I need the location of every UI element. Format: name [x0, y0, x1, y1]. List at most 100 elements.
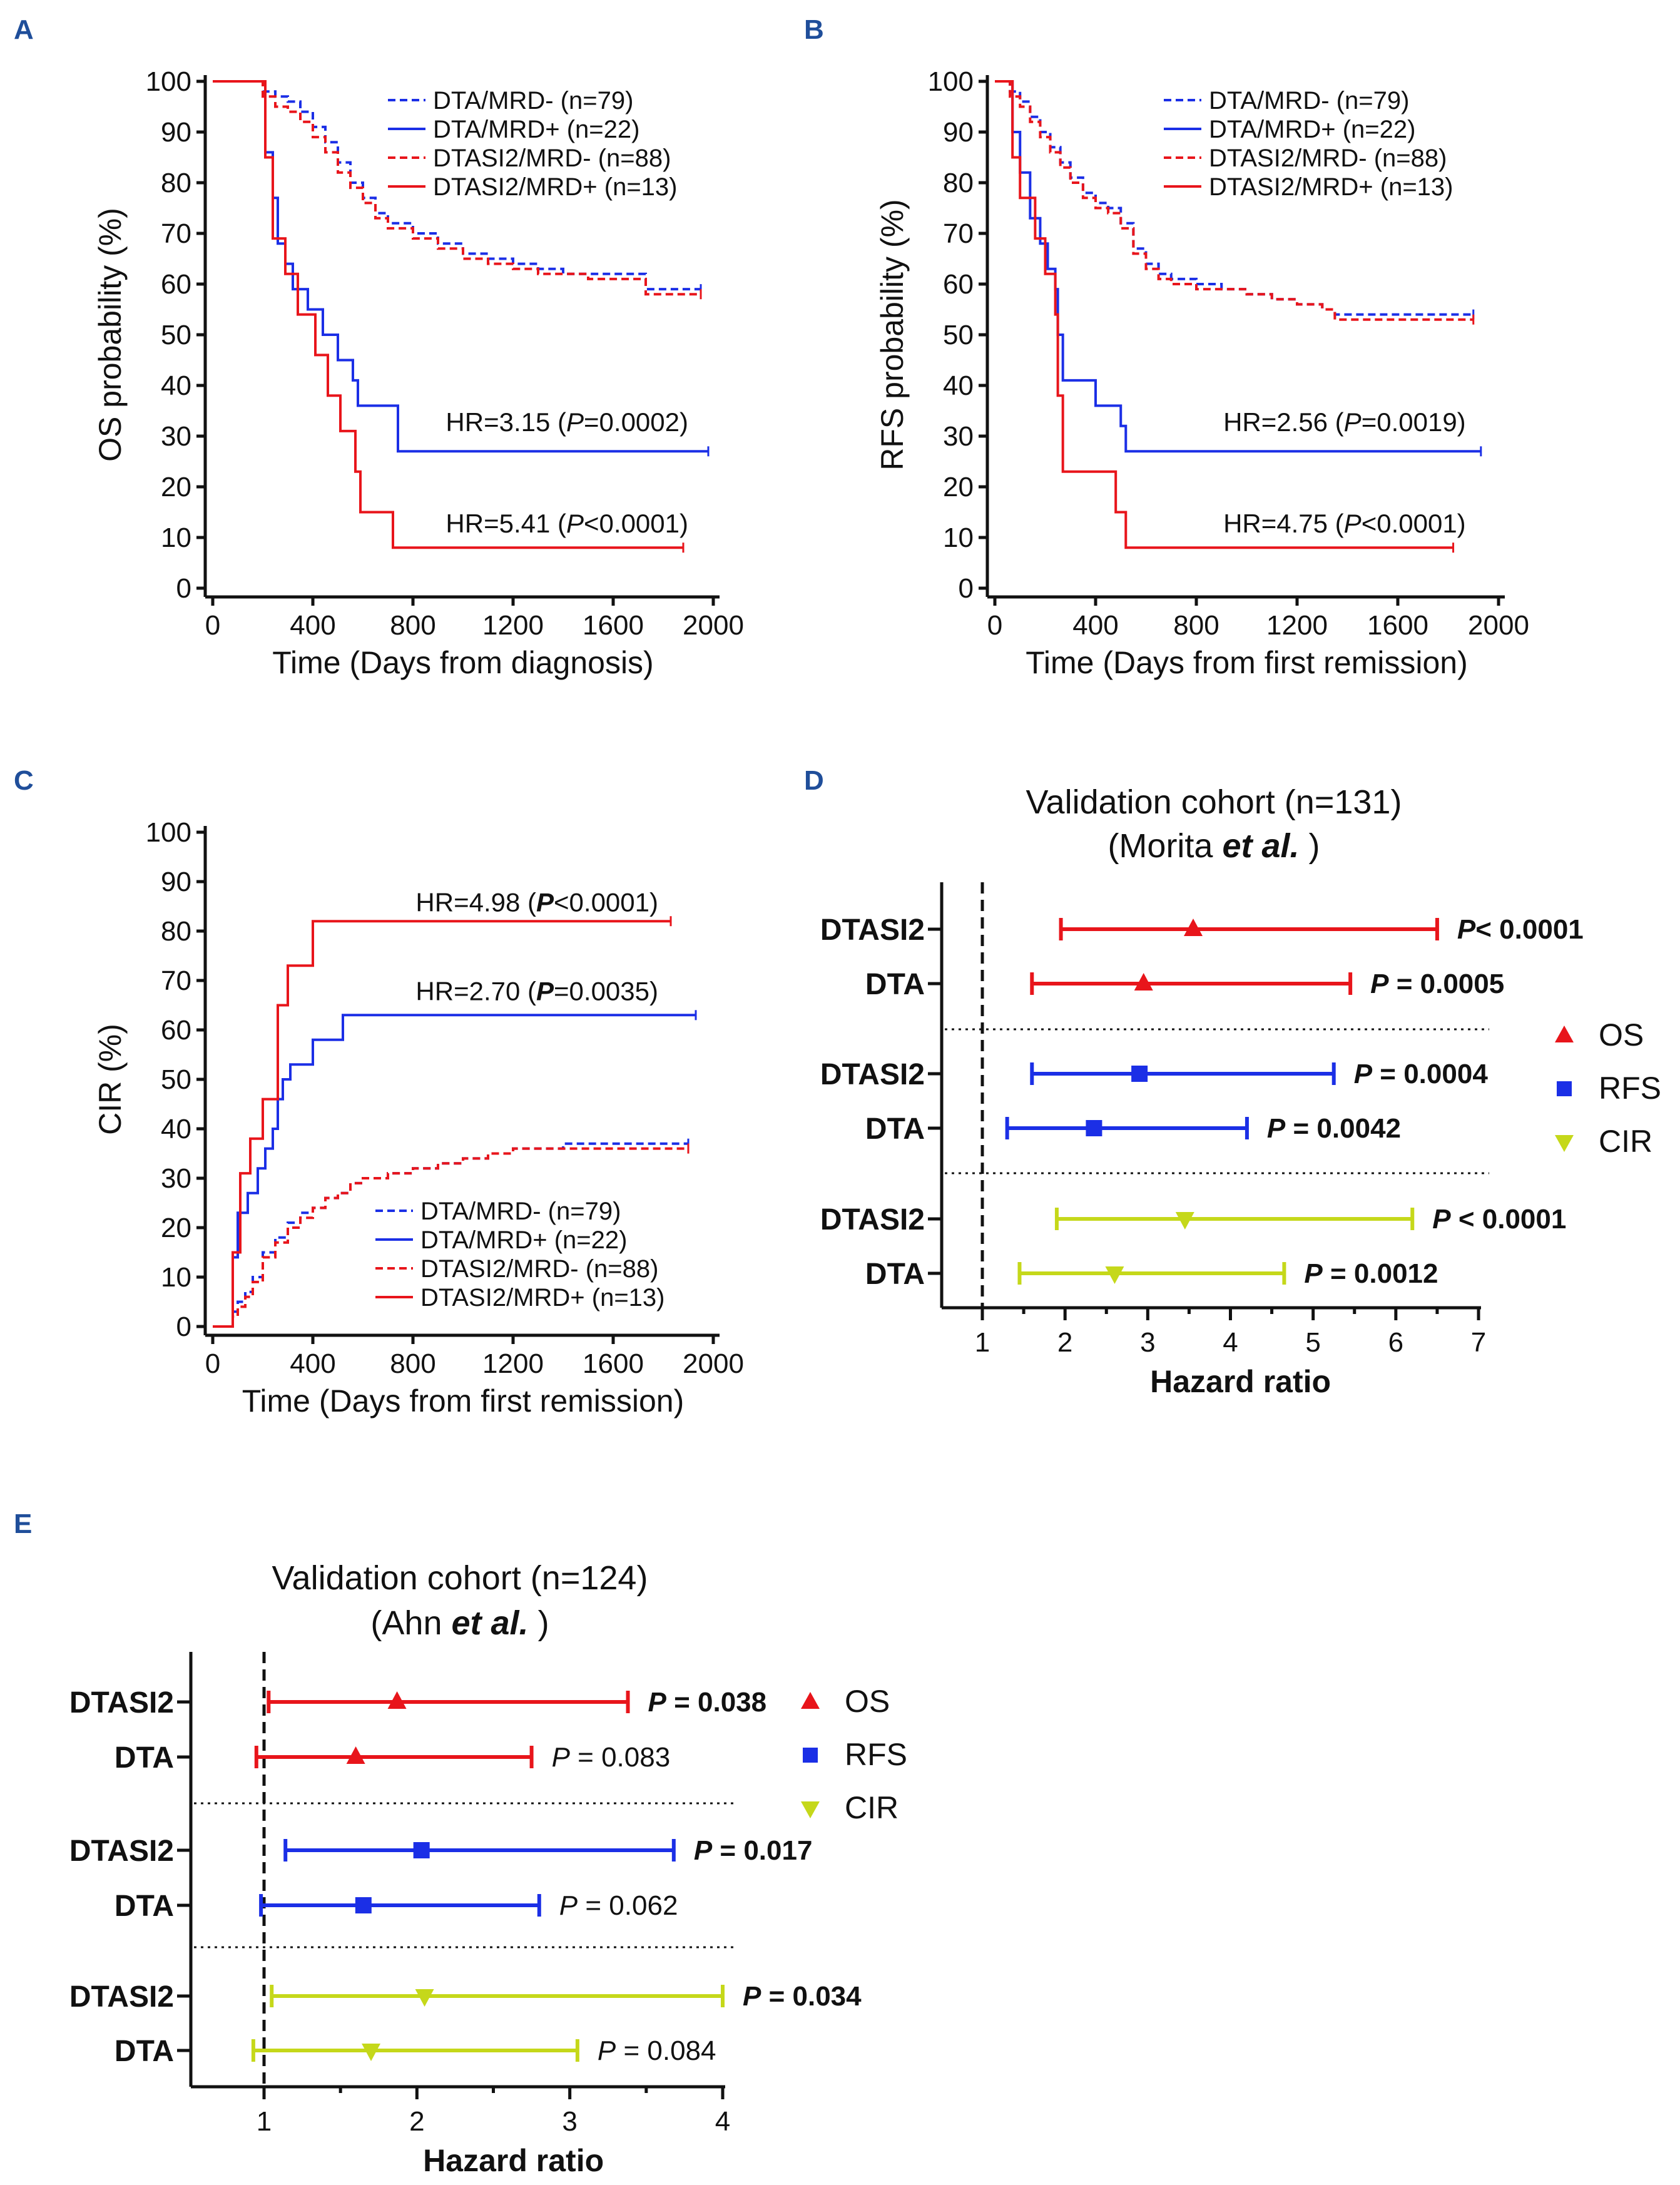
legend-marker-triangle-down: [1555, 1135, 1574, 1152]
hazard-ratio-annotation: HR=2.56 (P=0.0019): [1223, 407, 1466, 437]
hr-text: =0.0002): [584, 407, 688, 437]
p-value: P = 0.017: [694, 1835, 813, 1866]
chart-legend: DTA/MRD- (n=79)DTA/MRD+ (n=22)DTASI2/MRD…: [1164, 87, 1453, 201]
p-value-text: = 0.034: [761, 1981, 862, 2012]
hr-text: =0.0019): [1362, 407, 1466, 437]
y-tick-label: 70: [943, 218, 974, 249]
x-tick-label: 0: [205, 610, 220, 641]
forest-subtitle: (Morita et al. ): [1107, 827, 1320, 865]
subtitle-text: ): [529, 1604, 549, 1642]
p-value: P = 0.038: [648, 1687, 767, 1718]
row-label: DTASI2: [820, 914, 925, 947]
row-label: DTASI2: [820, 1203, 925, 1236]
y-tick-label: 20: [161, 1213, 191, 1243]
p-symbol: P: [559, 1890, 578, 1921]
p-value-text: = 0.0005: [1389, 969, 1505, 999]
subtitle-text: ): [1300, 827, 1320, 865]
p-value-text: = 0.0042: [1285, 1113, 1401, 1144]
legend-label: DTASI2/MRD+ (n=13): [420, 1284, 665, 1312]
panel-label-b: B: [804, 14, 824, 45]
p-symbol: P: [1354, 1059, 1373, 1089]
p-value-text: = 0.0012: [1323, 1258, 1438, 1289]
forest-plot-morita: Validation cohort (n=131) (Morita et al. …: [820, 783, 1661, 1399]
x-tick-label: 4: [715, 2106, 730, 2137]
y-tick-label: 10: [161, 1262, 191, 1293]
forest-legend: OS RFS CIR: [801, 1684, 907, 1825]
row-label: DTASI2: [820, 1058, 925, 1091]
y-tick-label: 80: [161, 168, 191, 198]
survival-curve-dashed: [213, 80, 701, 296]
y-tick-label: 40: [161, 370, 191, 401]
x-axis-label: Hazard ratio: [423, 2143, 604, 2178]
y-tick-label: 60: [161, 269, 191, 300]
legend-label: DTA/MRD- (n=79): [420, 1198, 621, 1225]
km-chart-os: 0 10 20 30 40 50 60 70 80 90 100 0 400 800 1200 1600 200…: [93, 66, 744, 680]
x-axis-label: Time (Days from first remission): [1026, 645, 1468, 680]
y-tick-label: 100: [928, 66, 974, 97]
y-tick-label: 10: [161, 522, 191, 553]
p-symbol: P: [566, 407, 584, 437]
chart-legend: DTA/MRD- (n=79)DTA/MRD+ (n=22)DTASI2/MRD…: [375, 1198, 665, 1312]
legend-label: DTA/MRD- (n=79): [1209, 87, 1409, 115]
p-value-text: < 0.0001: [1475, 914, 1584, 945]
p-value-text: = 0.0004: [1372, 1059, 1488, 1089]
y-tick-label: 90: [943, 117, 974, 148]
y-tick-label: 30: [161, 421, 191, 452]
y-tick-label: 30: [943, 421, 974, 452]
x-tick-label: 3: [1140, 1327, 1155, 1358]
legend-label: OS: [1599, 1017, 1644, 1052]
subtitle-italic: et al.: [1222, 827, 1299, 865]
row-label: DTASI2: [69, 1686, 174, 1719]
hazard-ratio-marker: [387, 1691, 407, 1709]
row-label: DTA: [865, 1258, 925, 1291]
p-value-text: = 0.038: [666, 1687, 766, 1718]
p-symbol: P: [552, 1742, 571, 1773]
legend-marker-triangle-down: [801, 1801, 820, 1818]
hr-text: HR=5.41 (: [445, 509, 566, 538]
p-symbol: P: [1432, 1204, 1451, 1235]
p-value-text: = 0.062: [578, 1890, 678, 1921]
subtitle-text: (Morita: [1107, 827, 1222, 865]
p-value: P = 0.083: [552, 1742, 671, 1773]
y-tick-label: 70: [161, 965, 191, 996]
legend-label: DTASI2/MRD- (n=88): [420, 1255, 658, 1283]
p-value: P = 0.062: [559, 1890, 678, 1921]
x-tick-label: 400: [1072, 610, 1118, 641]
x-tick-label: 5: [1305, 1327, 1320, 1358]
hazard-ratio-annotation: HR=5.41 (P<0.0001): [445, 509, 688, 538]
panel-label-c: C: [14, 765, 34, 796]
y-tick-label: 80: [161, 916, 191, 947]
x-tick-label: 4: [1223, 1327, 1238, 1358]
hr-text: HR=4.75 (: [1223, 509, 1344, 538]
x-tick-label: 0: [205, 1348, 220, 1379]
row-label: DTA: [115, 1741, 174, 1775]
hazard-ratio-annotation: HR=4.75 (P<0.0001): [1223, 509, 1466, 538]
x-axis-label: Time (Days from first remission): [242, 1383, 685, 1418]
hazard-ratio-marker: [1086, 1120, 1102, 1136]
p-value: P = 0.0042: [1267, 1113, 1401, 1144]
y-axis-label: CIR (%): [93, 1024, 128, 1135]
panel-label-a: A: [14, 14, 34, 45]
p-value-text: = 0.084: [616, 2035, 716, 2066]
survival-curve-solid: [213, 80, 683, 549]
y-tick-label: 80: [943, 168, 974, 198]
x-tick-label: 2000: [1468, 610, 1529, 641]
x-tick-label: 400: [290, 1348, 335, 1379]
hr-text: <0.0001): [584, 509, 688, 538]
y-axis-label: RFS probability (%): [875, 199, 910, 470]
x-tick-label: 3: [562, 2106, 577, 2137]
x-tick-label: 800: [390, 1348, 435, 1379]
p-value-text: = 0.017: [712, 1835, 812, 1866]
y-tick-label: 0: [176, 573, 191, 604]
x-tick-label: 1200: [1266, 610, 1328, 641]
row-label: DTA: [865, 1113, 925, 1146]
y-tick-label: 90: [161, 117, 191, 148]
x-tick-label: 2: [1057, 1327, 1072, 1358]
hazard-ratio-marker: [346, 1746, 365, 1764]
row-label: DTA: [865, 968, 925, 1001]
survival-curve-solid: [995, 80, 1481, 453]
row-label: DTA: [115, 1890, 174, 1923]
y-tick-label: 50: [161, 320, 191, 350]
x-tick-label: 1200: [482, 610, 544, 641]
y-tick-label: 70: [161, 218, 191, 249]
